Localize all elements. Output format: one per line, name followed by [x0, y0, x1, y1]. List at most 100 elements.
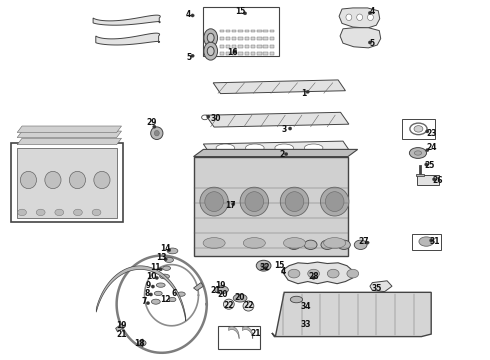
Text: 10: 10 [147, 272, 157, 281]
Ellipse shape [425, 149, 429, 152]
Bar [220, 30, 224, 32]
Ellipse shape [151, 127, 163, 140]
Bar [257, 37, 262, 40]
Ellipse shape [308, 269, 319, 278]
Bar [251, 30, 255, 32]
Text: 3: 3 [282, 125, 287, 134]
Text: 27: 27 [359, 237, 369, 246]
Polygon shape [93, 15, 160, 25]
Ellipse shape [243, 12, 247, 15]
Ellipse shape [216, 144, 235, 152]
Ellipse shape [92, 209, 101, 216]
Bar [232, 45, 237, 48]
Bar [270, 52, 274, 55]
Bar [238, 30, 243, 32]
Text: 12: 12 [160, 295, 171, 304]
Text: 2: 2 [279, 150, 284, 159]
Ellipse shape [207, 47, 214, 56]
Ellipse shape [165, 257, 173, 262]
Bar [238, 45, 243, 48]
Ellipse shape [245, 192, 264, 212]
Ellipse shape [425, 130, 429, 133]
Bar [257, 52, 262, 55]
Ellipse shape [153, 125, 156, 129]
Ellipse shape [160, 274, 170, 279]
Polygon shape [17, 131, 122, 138]
Ellipse shape [320, 187, 349, 216]
Text: 32: 32 [259, 263, 270, 272]
Bar [226, 52, 230, 55]
Ellipse shape [410, 123, 427, 135]
Ellipse shape [429, 239, 433, 242]
Polygon shape [194, 157, 348, 256]
Ellipse shape [285, 192, 304, 212]
Text: 28: 28 [308, 272, 319, 281]
Polygon shape [194, 149, 358, 157]
Polygon shape [17, 138, 122, 145]
Ellipse shape [233, 294, 247, 302]
Bar [412, 234, 441, 250]
Bar [251, 45, 255, 48]
Ellipse shape [154, 291, 162, 296]
Ellipse shape [288, 127, 292, 130]
Text: 17: 17 [225, 201, 236, 210]
Polygon shape [339, 8, 380, 28]
Polygon shape [116, 324, 123, 332]
Ellipse shape [155, 276, 159, 280]
Ellipse shape [233, 50, 237, 53]
Text: 24: 24 [426, 143, 437, 152]
Text: 15: 15 [274, 261, 285, 270]
Bar [226, 45, 230, 48]
Ellipse shape [410, 148, 426, 158]
Ellipse shape [94, 171, 110, 189]
Ellipse shape [414, 126, 423, 132]
Ellipse shape [261, 264, 267, 268]
Ellipse shape [167, 248, 171, 252]
Bar [11, 143, 123, 222]
Bar [264, 52, 268, 55]
Bar [245, 37, 249, 40]
Text: 6: 6 [172, 289, 176, 298]
Ellipse shape [154, 131, 159, 136]
Ellipse shape [45, 171, 61, 189]
Ellipse shape [243, 301, 254, 311]
Polygon shape [213, 80, 345, 94]
Text: 4: 4 [281, 267, 286, 276]
Ellipse shape [245, 144, 264, 152]
Ellipse shape [151, 299, 160, 304]
Ellipse shape [368, 14, 373, 21]
Polygon shape [96, 33, 160, 45]
Bar [226, 37, 230, 40]
Ellipse shape [207, 115, 210, 118]
Text: 14: 14 [160, 244, 171, 253]
Ellipse shape [177, 292, 185, 296]
Text: 21: 21 [250, 328, 261, 338]
Bar [238, 37, 243, 40]
Text: 19: 19 [215, 281, 226, 290]
Bar [245, 52, 249, 55]
Ellipse shape [223, 299, 234, 309]
Ellipse shape [288, 240, 300, 249]
Bar [245, 30, 249, 32]
Text: 21: 21 [116, 330, 127, 338]
Polygon shape [340, 28, 381, 48]
Polygon shape [17, 148, 117, 218]
Text: 30: 30 [210, 114, 221, 122]
Bar [402, 119, 435, 139]
Bar [251, 52, 255, 55]
Polygon shape [272, 292, 431, 337]
Text: 20: 20 [218, 289, 228, 299]
Text: 29: 29 [147, 118, 157, 127]
Bar [220, 45, 224, 48]
Ellipse shape [215, 286, 228, 294]
Bar [232, 37, 237, 40]
Ellipse shape [306, 90, 310, 94]
Ellipse shape [324, 238, 346, 248]
Bar [218, 326, 260, 349]
Text: 4: 4 [186, 10, 191, 19]
Ellipse shape [424, 163, 428, 166]
Ellipse shape [347, 269, 359, 278]
Ellipse shape [202, 115, 208, 120]
Text: 31: 31 [429, 238, 440, 247]
Ellipse shape [312, 276, 316, 280]
